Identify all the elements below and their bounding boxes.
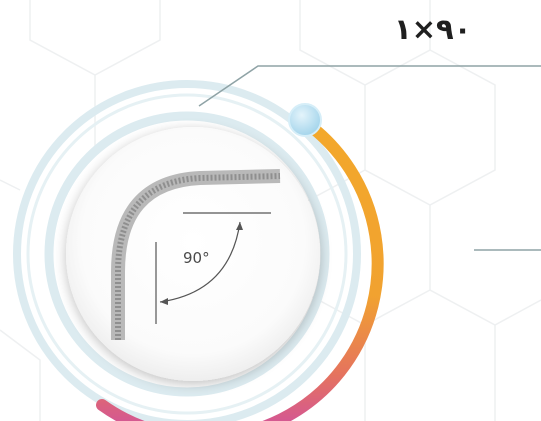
leader-line-top	[198, 65, 541, 107]
outer-ring	[13, 80, 361, 421]
middle-ring	[26, 93, 348, 415]
angle-label: 90°	[183, 249, 210, 267]
gauge-knob	[288, 103, 322, 137]
elbow-pipe-icon	[111, 169, 281, 340]
fitting-size-label: ۱×۹۰	[394, 12, 472, 46]
center-disc	[66, 127, 320, 381]
inner-ring	[44, 111, 330, 397]
gauge-arc	[96, 116, 384, 421]
